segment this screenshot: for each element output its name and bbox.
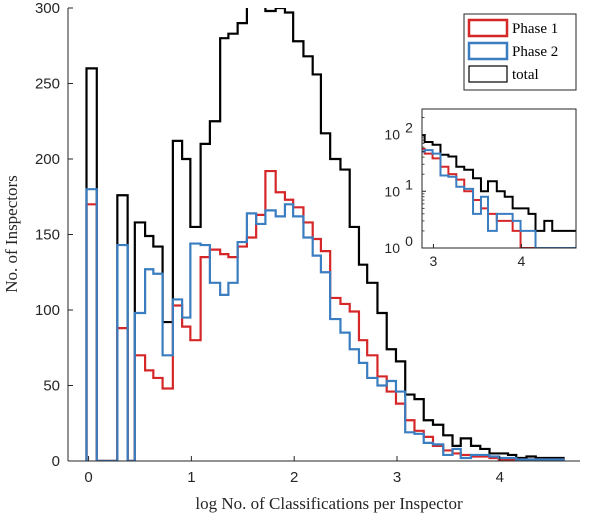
x-tick-label: 0	[84, 469, 92, 486]
y-axis-label: No. of Inspectors	[2, 175, 21, 293]
inset-y-tick-exponent: 2	[405, 120, 413, 136]
inset-plot: 3 4 10 0 10 1 10 2	[384, 108, 577, 269]
y-tick-label: 0	[52, 453, 60, 470]
legend-swatch-1	[467, 18, 509, 38]
legend-swatch-3	[468, 65, 508, 83]
y-tick-label: 200	[35, 151, 60, 168]
legend-label-1: Phase 1	[512, 21, 558, 37]
inset-x-tick-label: 4	[518, 253, 526, 269]
y-tick-label: 250	[35, 76, 60, 93]
legend-box	[463, 13, 577, 91]
inset-background	[422, 109, 576, 248]
x-tick-label: 3	[393, 469, 401, 486]
series-phase-2-line	[85, 188, 565, 461]
inset-y-tick-label: 10	[384, 183, 400, 199]
x-axis-label: log No. of Classifications per Inspector	[195, 494, 463, 513]
legend-label-3: total	[512, 67, 539, 83]
y-tick-label: 300	[35, 0, 60, 17]
inset-series-phase-2-line	[422, 149, 576, 248]
y-tick-label: 50	[43, 378, 60, 395]
x-tick-label: 2	[290, 469, 298, 486]
series-total-line	[85, 8, 565, 461]
legend-swatch-2	[467, 41, 509, 61]
x-tick-label: 1	[187, 469, 195, 486]
legend: Phase 1 Phase 2 total	[463, 13, 577, 91]
y-tick-label: 150	[35, 227, 60, 244]
inset-y-tick-label: 10	[384, 127, 400, 143]
inset-y-tick-exponent: 1	[405, 176, 413, 192]
inset-x-tick-label: 3	[430, 253, 438, 269]
y-tick-label: 100	[35, 302, 60, 319]
inset-y-tick-label: 10	[384, 240, 400, 256]
inset-frame	[421, 108, 577, 249]
inset-y-tick-exponent: 0	[405, 233, 413, 249]
x-tick-label: 4	[496, 469, 504, 486]
legend-label-2: Phase 2	[512, 44, 558, 60]
